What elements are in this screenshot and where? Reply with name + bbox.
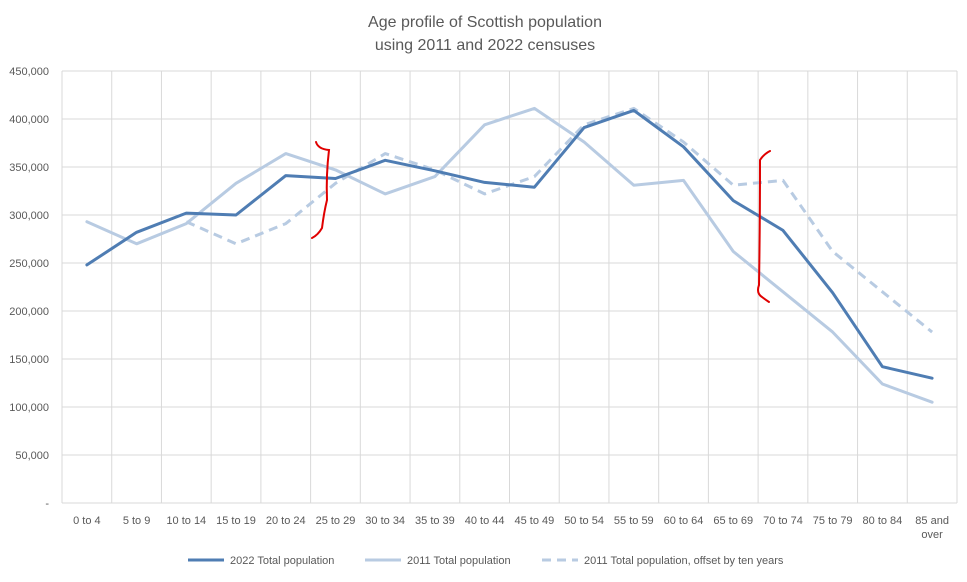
y-tick-label: 200,000	[9, 306, 49, 318]
chart-title-line-2: using 2011 and 2022 censuses	[375, 37, 595, 54]
x-tick-label: 55 to 59	[614, 515, 654, 527]
y-tick-label: 450,000	[9, 66, 49, 78]
x-tick-label: 30 to 34	[365, 515, 405, 527]
x-tick-label: 85 and over	[915, 515, 949, 541]
series-line	[85, 108, 934, 380]
series-line	[185, 106, 934, 334]
x-tick-label: 5 to 9	[123, 515, 151, 527]
x-tick-label: 15 to 19	[216, 515, 256, 527]
x-tick-label: 25 to 29	[316, 515, 356, 527]
y-tick-label: -	[45, 498, 49, 510]
x-tick-label: 80 to 84	[863, 515, 903, 527]
legend-label: 2022 Total population	[230, 555, 334, 567]
x-tick-label: 10 to 14	[166, 515, 206, 527]
x-tick-label: 20 to 24	[266, 515, 306, 527]
y-tick-label: 50,000	[15, 450, 49, 462]
x-tick-label: 50 to 54	[564, 515, 604, 527]
y-tick-label: 250,000	[9, 258, 49, 270]
x-tick-label: 40 to 44	[465, 515, 505, 527]
x-tick-label: 65 to 69	[713, 515, 753, 527]
x-tick-label: 75 to 79	[813, 515, 853, 527]
y-tick-label: 350,000	[9, 162, 49, 174]
legend-label: 2011 Total population	[407, 555, 511, 567]
x-axis-ticks: 0 to 4 5 to 9 10 to 14 15 to 19 20 to 24 25 t…	[73, 515, 949, 541]
annotations	[311, 141, 771, 303]
red-bracket-annotation-right	[757, 150, 771, 303]
legend: 2022 Total population 2011 Total populati…	[188, 555, 784, 567]
red-bracket-annotation-left	[311, 141, 331, 239]
x-tick-label: 70 to 74	[763, 515, 803, 527]
chart-title-line-1: Age profile of Scottish population	[368, 14, 602, 31]
y-tick-label: 100,000	[9, 402, 49, 414]
x-tick-label: 35 to 39	[415, 515, 455, 527]
legend-label: 2011 Total population, offset by ten yea…	[584, 555, 784, 567]
series-lines	[85, 106, 934, 404]
y-axis-ticks: - 50,000 100,000 150,000 200,000 250,000 300,0…	[9, 66, 49, 510]
x-tick-label: 45 to 49	[514, 515, 554, 527]
y-tick-label: 150,000	[9, 354, 49, 366]
series-line	[85, 106, 934, 404]
x-tick-label: 0 to 4	[73, 515, 101, 527]
x-tick-label: 60 to 64	[664, 515, 704, 527]
y-tick-label: 300,000	[9, 210, 49, 222]
y-tick-label: 400,000	[9, 114, 49, 126]
